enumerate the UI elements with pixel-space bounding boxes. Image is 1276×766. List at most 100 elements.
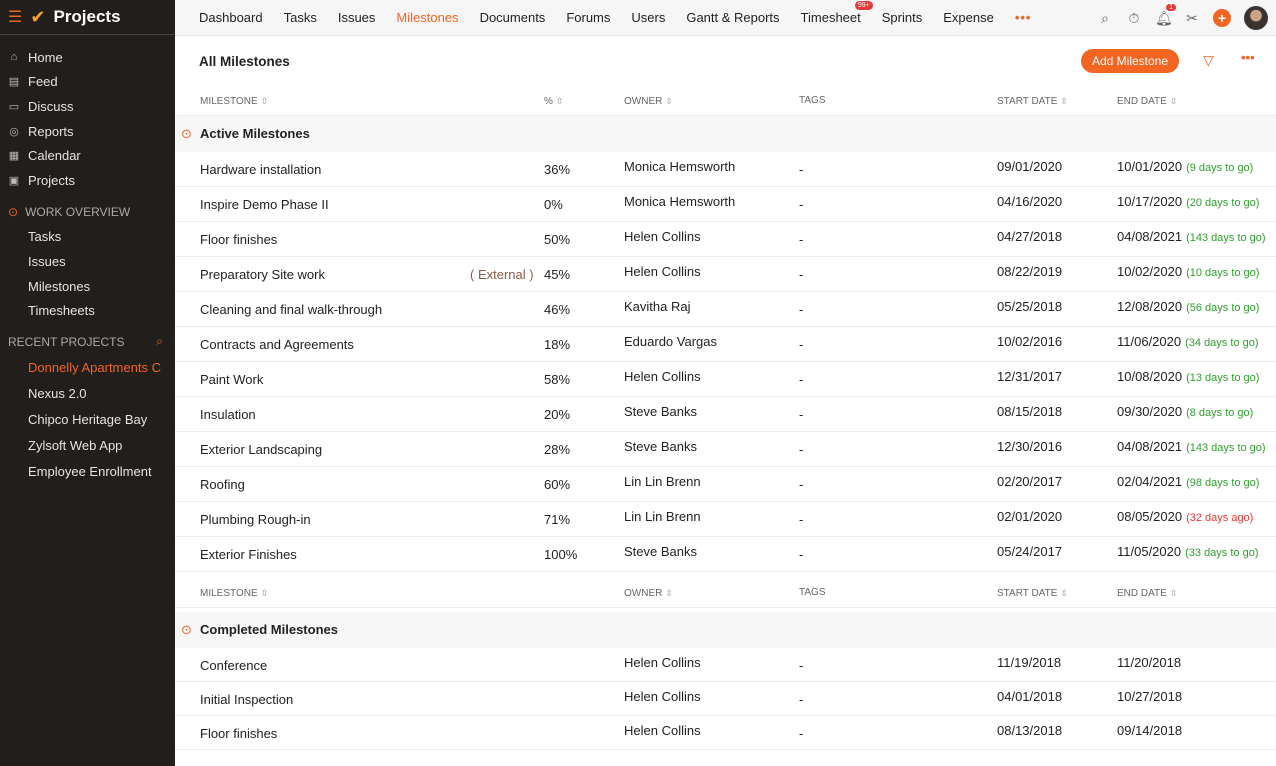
sidebar-item-discuss[interactable]: ▭ Discuss [0, 94, 175, 119]
milestone-name[interactable]: Roofing [200, 477, 245, 492]
milestone-owner[interactable]: Lin Lin Brenn [624, 509, 701, 524]
tab-gantt-reports[interactable]: Gantt & Reports [686, 10, 780, 25]
tools-icon[interactable]: ✂ [1186, 9, 1198, 26]
table-row[interactable]: Floor finishes Helen Collins - 08/13/2018 09… [175, 716, 1276, 750]
milestone-owner[interactable]: Helen Collins [624, 229, 701, 244]
tab-forums[interactable]: Forums [566, 10, 611, 25]
column-header-end[interactable]: END DATE ⇳ [1117, 86, 1276, 117]
column-header-owner[interactable]: OWNER ⇳ [624, 578, 673, 609]
column-header-start[interactable]: START DATE ⇳ [997, 578, 1068, 609]
group-header-active[interactable]: ⊙ Active Milestones [175, 116, 1276, 152]
column-header-tags[interactable]: TAGS [799, 86, 825, 116]
tab-users[interactable]: Users [631, 10, 666, 25]
tab-tasks[interactable]: Tasks [283, 10, 317, 25]
add-milestone-button[interactable]: Add Milestone [1081, 49, 1179, 73]
milestone-name[interactable]: Contracts and Agreements [200, 337, 354, 352]
sidebar-item-reports[interactable]: ◎ Reports [0, 119, 175, 144]
milestone-name[interactable]: Inspire Demo Phase II [200, 197, 329, 212]
collapse-icon[interactable]: ⊙ [181, 126, 192, 141]
sort-icon[interactable]: ⇳ [665, 588, 673, 598]
column-header-owner[interactable]: OWNER ⇳ [624, 86, 673, 117]
add-icon[interactable]: + [1213, 9, 1231, 27]
search-icon[interactable]: ⌕ [156, 334, 163, 349]
tab-timesheet[interactable]: Timesheet 99+ [801, 1, 873, 25]
milestone-name[interactable]: Initial Inspection [200, 692, 294, 707]
sidebar-item-issues[interactable]: Issues [28, 253, 66, 269]
milestone-owner[interactable]: Helen Collins [624, 655, 701, 670]
column-header-start[interactable]: START DATE ⇳ [997, 86, 1068, 117]
recent-project[interactable]: Donnelly Apartments C [28, 360, 161, 376]
sort-icon[interactable]: ⇳ [665, 96, 673, 106]
column-header-milestone[interactable]: MILESTONE ⇳ [200, 578, 268, 609]
milestone-owner[interactable]: Steve Banks [624, 544, 697, 559]
table-row[interactable]: Cleaning and final walk-through 46% Kavith… [175, 292, 1276, 327]
table-row[interactable]: Insulation 20% Steve Banks - 08/15/2018 09/30… [175, 397, 1276, 432]
more-tabs-button[interactable]: ••• [1014, 10, 1032, 25]
milestone-name[interactable]: Plumbing Rough-in [200, 512, 311, 527]
milestone-name[interactable]: Hardware installation [200, 162, 322, 177]
sort-icon[interactable]: ⇳ [260, 96, 269, 106]
sidebar-item-milestones[interactable]: Milestones [28, 278, 91, 294]
recent-project[interactable]: Zylsoft Web App [28, 438, 123, 454]
more-options-button[interactable]: ••• [1241, 50, 1255, 65]
tab-dashboard[interactable]: Dashboard [199, 10, 263, 25]
sort-icon[interactable]: ⇳ [1169, 96, 1178, 106]
tab-expense[interactable]: Expense [943, 10, 994, 25]
recent-project[interactable]: Nexus 2.0 [28, 386, 87, 402]
milestone-owner[interactable]: Steve Banks [624, 404, 697, 419]
column-header-tags[interactable]: TAGS [799, 578, 825, 608]
milestone-owner[interactable]: Eduardo Vargas [624, 334, 717, 349]
milestone-owner[interactable]: Lin Lin Brenn [624, 474, 701, 489]
column-header-milestone[interactable]: MILESTONE ⇳ [200, 86, 268, 117]
table-row[interactable]: Paint Work 58% Helen Collins - 12/31/2017 10/… [175, 362, 1276, 397]
collapse-icon[interactable]: ⊙ [181, 622, 192, 637]
tab-documents[interactable]: Documents [479, 10, 546, 25]
sidebar-item-tasks[interactable]: Tasks [28, 229, 62, 245]
milestone-owner[interactable]: Helen Collins [624, 723, 701, 738]
milestone-name[interactable]: Floor finishes [200, 726, 278, 741]
table-row[interactable]: Plumbing Rough-in 71% Lin Lin Brenn - 02/01/… [175, 502, 1276, 537]
timer-icon[interactable]: ⏱ [1128, 9, 1140, 26]
column-header-end[interactable]: END DATE ⇳ [1117, 578, 1276, 609]
milestone-owner[interactable]: Kavitha Raj [624, 299, 691, 314]
milestone-owner[interactable]: Steve Banks [624, 439, 697, 454]
milestone-name[interactable]: Conference [200, 658, 268, 673]
column-header-percent[interactable]: % ⇳ [544, 86, 563, 117]
table-row[interactable]: Preparatory Site work ( External ) 45% Hele… [175, 257, 1276, 292]
milestone-name[interactable]: Preparatory Site work [200, 267, 325, 282]
milestone-name[interactable]: Floor finishes [200, 232, 278, 247]
recent-project[interactable]: Employee Enrollment [28, 464, 152, 480]
work-overview-header[interactable]: ⊙ WORK OVERVIEW [0, 199, 175, 225]
group-header-completed[interactable]: ⊙ Completed Milestones [175, 612, 1276, 648]
milestone-name[interactable]: Exterior Landscaping [200, 442, 323, 457]
sort-icon[interactable]: ⇳ [1060, 96, 1068, 106]
sort-icon[interactable]: ⇳ [1060, 588, 1068, 598]
sort-icon[interactable]: ⇳ [260, 588, 269, 598]
table-row[interactable]: Contracts and Agreements 18% Eduardo Varga… [175, 327, 1276, 362]
sidebar-item-feed[interactable]: ▤ Feed [0, 70, 175, 95]
avatar[interactable] [1244, 6, 1268, 30]
milestone-name[interactable]: Paint Work [200, 372, 264, 387]
sort-icon[interactable]: ⇳ [1169, 588, 1178, 598]
tab-milestones[interactable]: Milestones [396, 10, 459, 25]
table-row[interactable]: Inspire Demo Phase II 0% Monica Hemsworth -… [175, 187, 1276, 222]
table-row[interactable]: Exterior Landscaping 28% Steve Banks - 12/30… [175, 432, 1276, 467]
milestone-owner[interactable]: Helen Collins [624, 689, 701, 704]
sidebar-item-calendar[interactable]: ▦ Calendar [0, 143, 175, 168]
bell-icon[interactable]: 🔔︎ 1 [1155, 3, 1176, 27]
milestone-owner[interactable]: Monica Hemsworth [624, 159, 736, 174]
sidebar-item-projects[interactable]: ▣ Projects [0, 168, 175, 193]
hamburger-menu-icon[interactable]: ☰ [8, 9, 23, 26]
sidebar-item-home[interactable]: ⌂ Home [0, 45, 175, 70]
milestone-name[interactable]: Insulation [200, 407, 256, 422]
collapse-icon[interactable]: ⊙ [8, 204, 19, 219]
table-row[interactable]: Floor finishes 50% Helen Collins - 04/27/201… [175, 222, 1276, 257]
sort-icon[interactable]: ⇳ [555, 96, 564, 106]
table-row[interactable]: Roofing 60% Lin Lin Brenn - 02/20/2017 02/04/… [175, 467, 1276, 502]
tab-sprints[interactable]: Sprints [881, 10, 923, 25]
filter-icon[interactable]: ▽ [1203, 52, 1214, 68]
milestone-owner[interactable]: Helen Collins [624, 264, 701, 279]
table-row[interactable]: Conference Helen Collins - 11/19/2018 11/20/… [175, 648, 1276, 682]
tab-issues[interactable]: Issues [337, 10, 376, 25]
milestone-owner[interactable]: Monica Hemsworth [624, 194, 736, 209]
